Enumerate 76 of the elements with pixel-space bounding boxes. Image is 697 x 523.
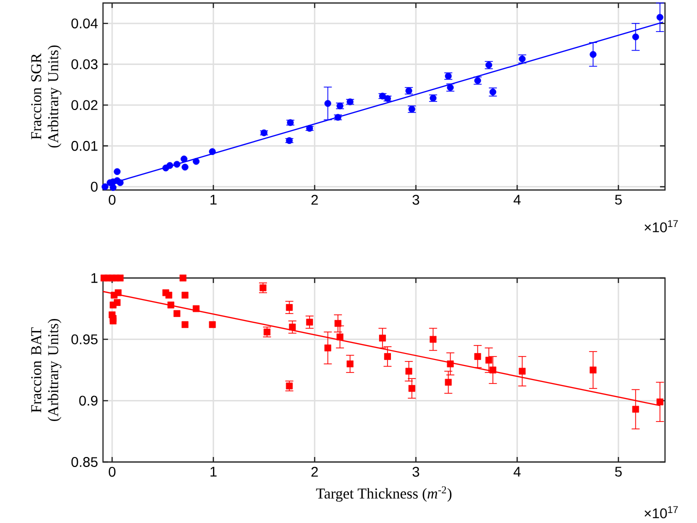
y-tick-label: 0.85 [71, 457, 98, 467]
point [116, 274, 124, 282]
point [336, 333, 344, 340]
point [286, 382, 293, 390]
point [288, 324, 296, 330]
y-tick-label: 0 [90, 182, 98, 192]
point [286, 304, 293, 311]
point [166, 162, 174, 169]
x-tick-label: 5 [615, 466, 622, 477]
y-tick-label: 1 [91, 273, 98, 283]
point [518, 368, 526, 375]
point [180, 156, 188, 162]
x-tick-label: 3 [412, 466, 420, 477]
point [260, 284, 266, 292]
point [446, 360, 454, 368]
y-tick-label: 0.9 [79, 396, 98, 406]
point [590, 51, 597, 58]
point [489, 366, 496, 374]
point [306, 318, 313, 326]
point [174, 310, 180, 317]
point [182, 164, 188, 171]
point [102, 183, 108, 190]
y-tick-label: 0.03 [71, 59, 98, 70]
y-tick-label: 0.02 [71, 100, 98, 110]
point [590, 366, 597, 374]
text: ×10$^{17}$ [644, 220, 678, 232]
y-axis-title: Fraccion SGR (Arbitrary Units) [31, 46, 62, 148]
point [324, 344, 332, 352]
x-tick-label: 3 [412, 194, 420, 205]
point [180, 274, 186, 282]
point [264, 328, 270, 336]
x-tick-label: 0 [108, 194, 116, 205]
point [174, 160, 180, 168]
point [632, 406, 640, 413]
point [444, 378, 452, 386]
point [167, 302, 174, 308]
x-tick-label: 4 [514, 466, 521, 476]
point [656, 398, 664, 406]
y-tick-label: 0.01 [71, 140, 98, 151]
point [114, 299, 121, 306]
point [384, 353, 391, 360]
point [334, 320, 342, 327]
point [405, 368, 412, 375]
point [632, 33, 640, 40]
x-tick-label: 5 [615, 194, 622, 205]
point [110, 184, 117, 191]
point [408, 385, 416, 392]
point [192, 305, 200, 312]
point [192, 158, 200, 165]
point [114, 168, 121, 176]
point [430, 336, 437, 343]
x-tick-label: 1 [210, 466, 217, 476]
x-tick-label: 4 [514, 194, 521, 204]
point [379, 334, 386, 342]
x-tick-label: 0 [108, 466, 116, 477]
point [485, 356, 492, 364]
y-tick-label: 0.04 [71, 18, 98, 28]
point [656, 14, 664, 21]
text: ×10$^{17}$ [644, 506, 678, 518]
point [114, 289, 122, 296]
y-axis-title: Fraccion BAT (Arbitrary Units) [31, 319, 62, 421]
point [208, 321, 216, 328]
point [324, 100, 332, 107]
point [110, 318, 117, 324]
x-tick-label: 2 [311, 194, 318, 205]
y-tick-label: 0.95 [71, 334, 98, 344]
point [474, 353, 482, 360]
point [346, 360, 354, 368]
point [182, 292, 188, 299]
x-axis-title: Target Thickness (m$^{-2}$) [316, 486, 452, 502]
point [116, 179, 124, 186]
x-tick-label: 1 [210, 194, 217, 204]
point [182, 321, 188, 328]
x-tick-label: 2 [311, 466, 318, 477]
point [165, 292, 172, 299]
point [208, 148, 216, 156]
